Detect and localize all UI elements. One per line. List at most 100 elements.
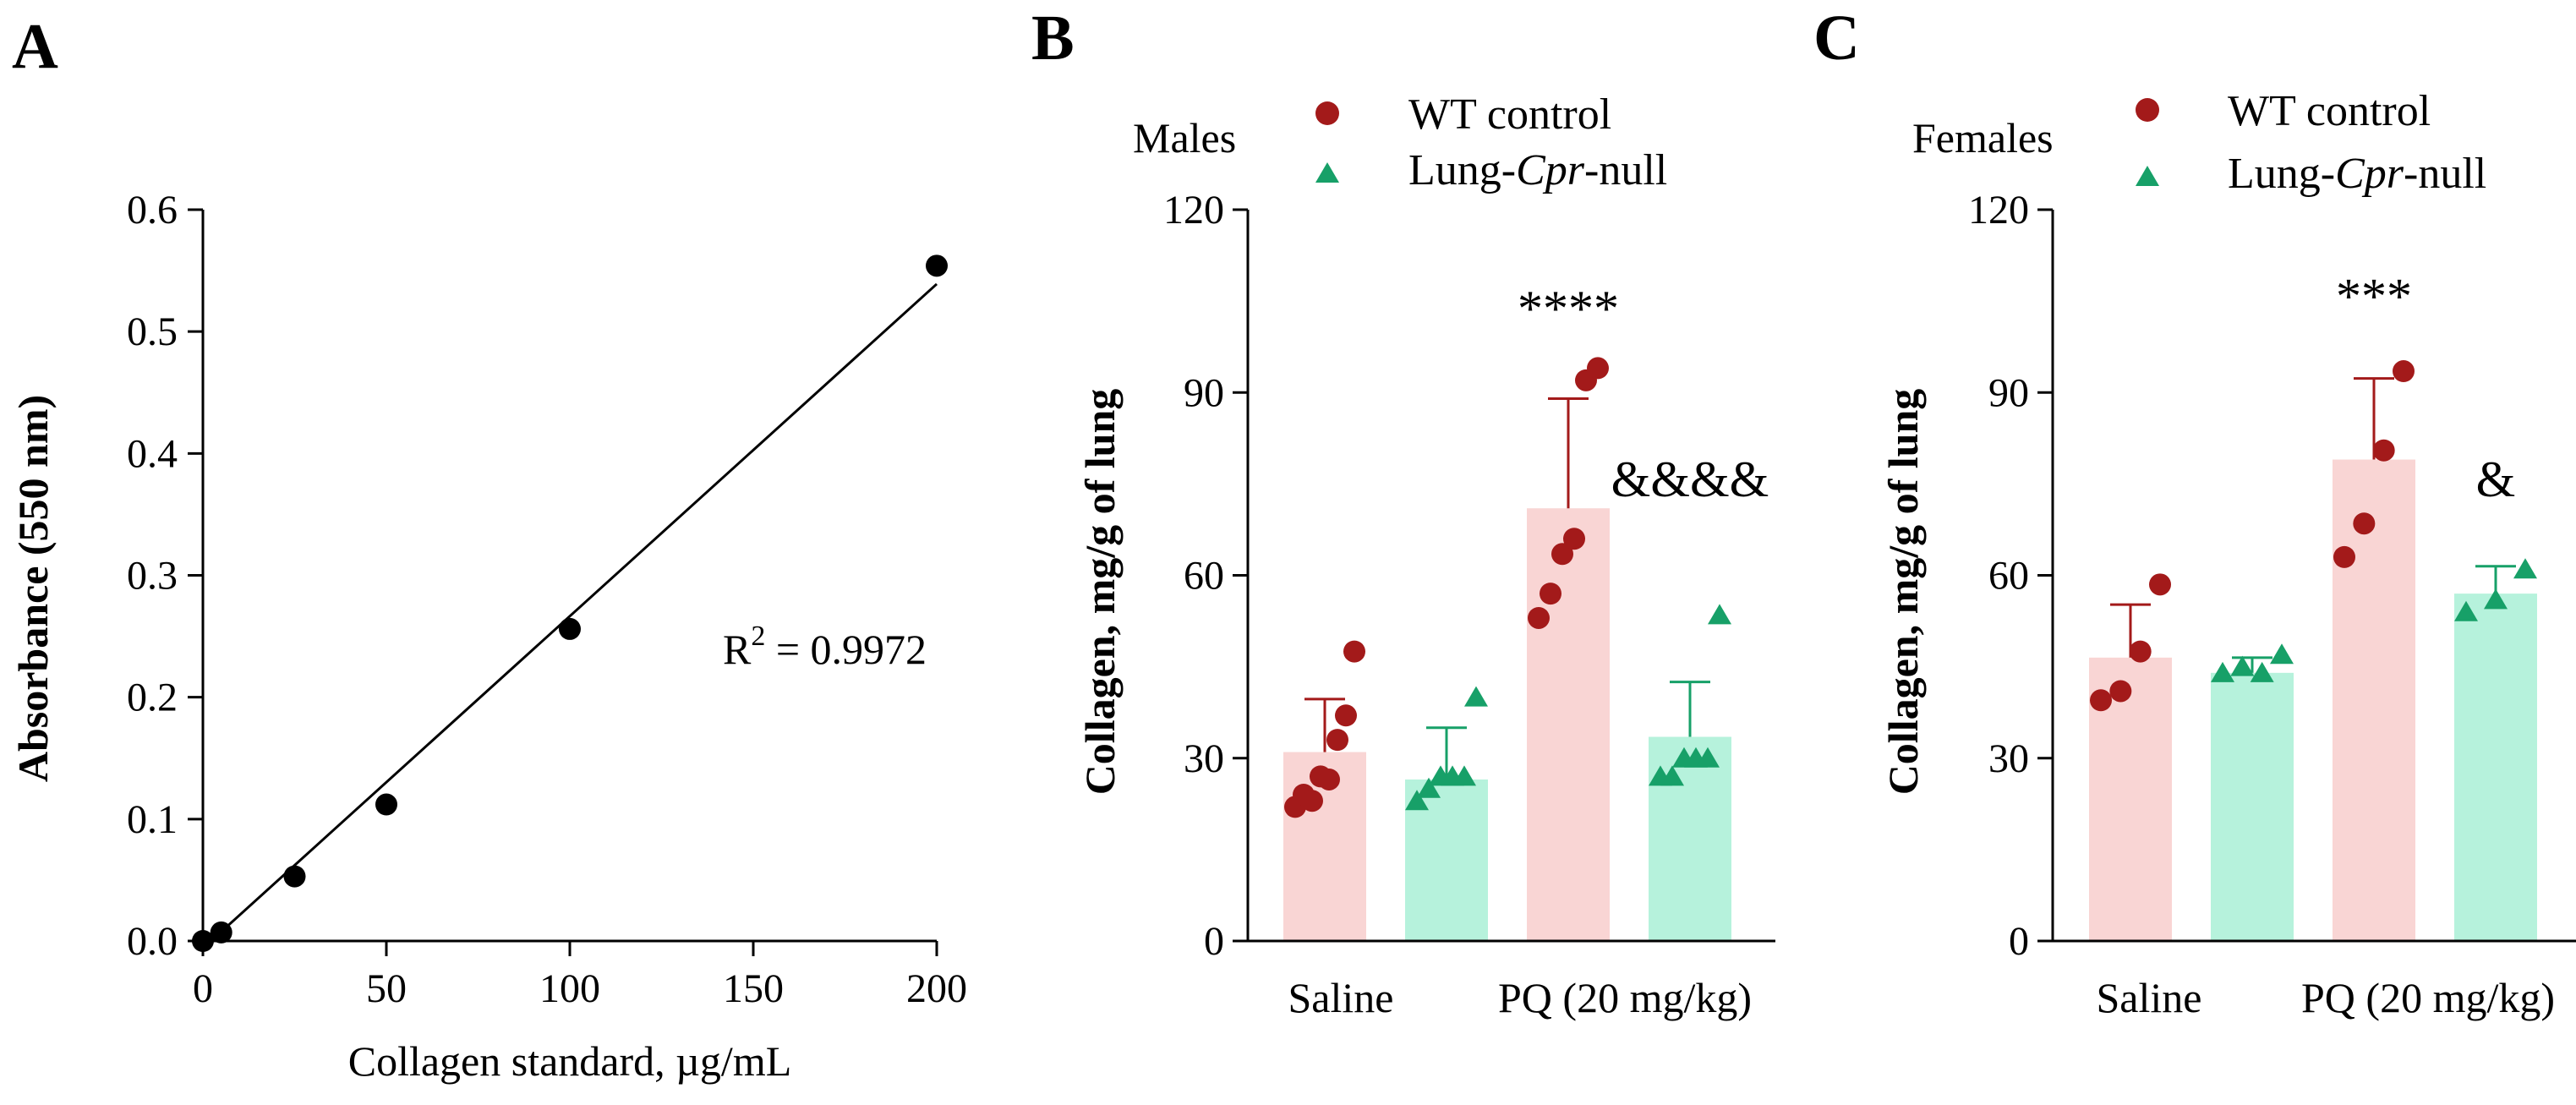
b-bars — [1283, 508, 1731, 941]
b-data-point — [1335, 704, 1357, 727]
b-y-axis-title: Collagen, mg/g of lung — [1076, 389, 1124, 796]
c-data-point — [2353, 512, 2376, 535]
b-data-point — [1405, 790, 1429, 811]
a-data-point — [192, 930, 214, 952]
a-x-axis-ticks: 0 50 100 150 200 — [193, 941, 967, 1011]
a-data-point — [283, 865, 306, 888]
c-legend-wt-marker — [2136, 98, 2159, 122]
a-data-point — [375, 793, 397, 816]
b-category-label: Saline — [1288, 974, 1394, 1021]
c-bars — [2089, 459, 2537, 941]
b-data-point — [1696, 747, 1720, 768]
b-legend-ko-marker — [1315, 162, 1339, 183]
b-y-tick-label: 0 — [1204, 919, 1224, 964]
c-data-point — [2372, 439, 2395, 462]
c-data-point — [2393, 360, 2415, 383]
c-y-tick-label: 0 — [2009, 919, 2029, 964]
panel-letter-b: B — [1031, 3, 1075, 74]
a-x-tick-label: 50 — [366, 966, 407, 1011]
panel-b: B Males WT control Lung-Cpr-null 0 30 60 90… — [1031, 3, 1775, 1021]
c-y-axis-ticks: 0 30 60 90 120 — [1968, 188, 2053, 964]
a-y-tick-label: 0.2 — [127, 676, 178, 720]
a-r2-annotation: R2 = 0.9972 — [723, 621, 927, 673]
c-y-tick-label: 30 — [1988, 736, 2029, 781]
c-bar — [2333, 459, 2415, 941]
a-y-tick-label: 0.1 — [127, 797, 178, 842]
b-legend-wt-label: WT control — [1408, 90, 1611, 139]
b-y-tick-label: 30 — [1184, 736, 1224, 781]
c-data-point — [2250, 661, 2274, 682]
b-category-label: PQ (20 mg/kg) — [1498, 974, 1752, 1021]
a-y-tick-label: 0.0 — [127, 919, 178, 964]
a-fit-line — [201, 282, 938, 949]
a-data-points — [192, 254, 948, 952]
b-data-point — [1417, 777, 1441, 798]
b-significance-label: **** — [1518, 281, 1619, 336]
a-r2-prefix: R — [723, 626, 752, 673]
b-data-point — [1660, 765, 1684, 786]
c-y-axis-title: Collagen, mg/g of lung — [1879, 389, 1927, 796]
panel-c: C Females WT control Lung-Cpr-null 0 30 60… — [1813, 3, 2576, 1021]
c-category-labels: Saline PQ (20 mg/kg) — [2097, 974, 2555, 1021]
a-x-tick-label: 150 — [723, 966, 784, 1011]
c-legend-ko-marker — [2136, 166, 2159, 186]
c-data-point — [2090, 689, 2112, 712]
b-legend-ko-label: Lung-Cpr-null — [1408, 146, 1667, 194]
a-x-tick-label: 0 — [193, 966, 213, 1011]
c-data-point — [2129, 640, 2152, 663]
c-data-point — [2333, 545, 2355, 568]
c-data-point — [2230, 655, 2255, 676]
b-data-point — [1301, 790, 1323, 812]
a-data-point — [926, 254, 948, 277]
b-y-tick-label: 120 — [1163, 188, 1224, 232]
b-data-point — [1452, 765, 1476, 786]
a-y-axis-ticks: 0.0 0.1 0.2 0.3 0.4 0.5 0.6 — [127, 188, 203, 964]
c-data-point — [2109, 680, 2132, 703]
a-y-tick-label: 0.6 — [127, 188, 178, 232]
a-x-tick-label: 200 — [906, 966, 967, 1011]
c-category-label: PQ (20 mg/kg) — [2301, 974, 2555, 1021]
b-data-point — [1551, 543, 1573, 566]
c-significance-label: & — [2476, 451, 2516, 507]
c-y-tick-label: 60 — [1988, 554, 2029, 599]
b-data-point — [1326, 729, 1348, 752]
c-legend-wt-label: WT control — [2228, 87, 2431, 135]
c-y-tick-label: 120 — [1968, 188, 2029, 232]
b-data-point — [1528, 606, 1550, 629]
b-legend-wt-marker — [1315, 101, 1339, 125]
panel-letter-c: C — [1813, 3, 1860, 74]
a-x-axis-title: Collagen standard, µg/mL — [348, 1037, 792, 1085]
b-data-points — [1284, 357, 1731, 818]
b-error-bars — [1304, 397, 1710, 780]
c-data-points — [2090, 360, 2537, 712]
b-group-label: Males — [1133, 114, 1236, 161]
b-y-tick-label: 90 — [1184, 370, 1224, 415]
panel-letter-a: A — [12, 11, 58, 82]
c-data-point — [2484, 588, 2508, 610]
c-significance-label: *** — [2336, 269, 2412, 325]
b-significance-labels: **** &&&& — [1518, 281, 1769, 507]
b-significance-label: &&&& — [1611, 451, 1769, 507]
c-data-point — [2149, 573, 2171, 596]
c-bar — [2211, 672, 2294, 941]
a-data-point — [210, 921, 232, 944]
a-y-tick-label: 0.3 — [127, 554, 178, 599]
c-bar — [2454, 594, 2537, 941]
b-bar — [1527, 508, 1610, 941]
b-category-labels: Saline PQ (20 mg/kg) — [1288, 974, 1752, 1021]
b-data-point — [1587, 357, 1609, 380]
c-data-point — [2270, 643, 2294, 665]
c-data-point — [2211, 661, 2234, 682]
a-r2-value: = 0.9972 — [765, 626, 927, 673]
a-y-axis-title: Absorbance (550 nm) — [9, 395, 57, 782]
b-data-point — [1464, 686, 1488, 707]
b-y-axis-ticks: 0 30 60 90 120 — [1163, 188, 1248, 964]
b-data-point — [1318, 768, 1340, 790]
a-y-tick-label: 0.5 — [127, 309, 178, 354]
c-group-label: Females — [1912, 114, 2054, 161]
b-data-point — [1708, 604, 1731, 625]
a-y-tick-label: 0.4 — [127, 431, 178, 476]
b-data-point — [1540, 583, 1561, 605]
c-data-point — [2513, 558, 2537, 579]
